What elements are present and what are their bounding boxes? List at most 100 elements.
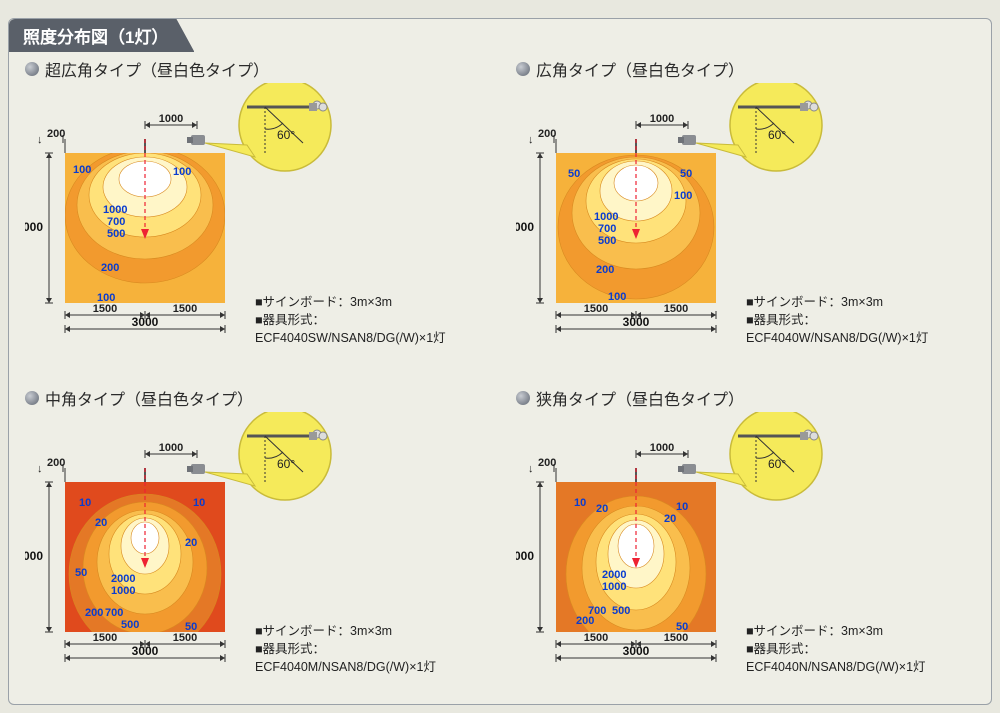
spec-box: ■サインボード：3m×3m ■器具形式： ECF4040W/NSAN8/DG(/… — [746, 293, 928, 347]
panels-grid: 超広角タイプ（昼白色タイプ） 60° ↓ 200 1000 3000 1500 1500 30… — [9, 47, 991, 704]
svg-text:700: 700 — [105, 607, 123, 619]
svg-text:500: 500 — [612, 605, 630, 617]
svg-text:200: 200 — [538, 128, 556, 140]
svg-text:2000: 2000 — [111, 573, 135, 585]
header-title: 照度分布図（1灯） — [23, 28, 168, 47]
svg-text:1500: 1500 — [93, 632, 117, 644]
svg-text:100: 100 — [608, 291, 626, 303]
svg-text:3000: 3000 — [25, 220, 43, 234]
svg-text:700: 700 — [107, 216, 125, 228]
panel-title: 広角タイプ（昼白色タイプ） — [536, 57, 744, 81]
svg-text:3000: 3000 — [132, 315, 159, 329]
bullet-icon — [516, 391, 530, 405]
spec-box: ■サインボード：3m×3m ■器具形式： ECF4040N/NSAN8/DG(/… — [746, 622, 926, 676]
panel-1: 広角タイプ（昼白色タイプ） 60° ↓ 200 1000 3000 1500 1500 300… — [500, 47, 991, 376]
spec-model: ECF4040W/NSAN8/DG(/W)×1灯 — [746, 329, 928, 347]
diagram-wrap: 60°↓200100030001500150030005050100100070… — [516, 83, 976, 363]
panel-title-row: 超広角タイプ（昼白色タイプ） — [25, 57, 484, 81]
svg-text:10: 10 — [676, 501, 688, 513]
svg-text:20: 20 — [596, 503, 608, 515]
panel-title: 中角タイプ（昼白色タイプ） — [45, 386, 253, 410]
svg-text:1500: 1500 — [173, 303, 197, 315]
svg-text:200: 200 — [596, 264, 614, 276]
spec-model: ECF4040SW/NSAN8/DG(/W)×1灯 — [255, 329, 446, 347]
diagram-wrap: 60°↓200100030001500150030001020102020001… — [516, 412, 976, 692]
spec-fixture-label: ■器具形式： — [746, 311, 928, 329]
svg-text:1000: 1000 — [111, 585, 135, 597]
svg-text:10: 10 — [574, 497, 586, 509]
svg-text:2000: 2000 — [602, 569, 626, 581]
svg-text:3000: 3000 — [623, 315, 650, 329]
svg-text:1500: 1500 — [664, 632, 688, 644]
diagram-wrap: 60°↓200100030001500150030001010202050200… — [25, 412, 485, 692]
panel-3: 狭角タイプ（昼白色タイプ） 60°↓2001000300015001500300… — [500, 376, 991, 705]
svg-text:500: 500 — [598, 235, 616, 247]
outer-frame: 照度分布図（1灯） 超広角タイプ（昼白色タイプ） 60° ↓ 200 1000 3000… — [8, 18, 992, 705]
svg-text:↓: ↓ — [37, 463, 43, 475]
svg-text:60°: 60° — [277, 128, 295, 142]
svg-text:1500: 1500 — [664, 303, 688, 315]
svg-text:500: 500 — [107, 228, 125, 240]
svg-text:1000: 1000 — [602, 581, 626, 593]
svg-text:100: 100 — [73, 164, 91, 176]
panel-title: 超広角タイプ（昼白色タイプ） — [45, 57, 269, 81]
svg-text:500: 500 — [121, 619, 139, 631]
bullet-icon — [25, 62, 39, 76]
spec-model: ECF4040N/NSAN8/DG(/W)×1灯 — [746, 658, 926, 676]
panel-2: 中角タイプ（昼白色タイプ） 60°↓2001000300015001500300… — [9, 376, 500, 705]
svg-text:1500: 1500 — [584, 303, 608, 315]
svg-text:1000: 1000 — [103, 204, 127, 216]
svg-text:1500: 1500 — [93, 303, 117, 315]
svg-text:200: 200 — [85, 607, 103, 619]
panel-title-row: 狭角タイプ（昼白色タイプ） — [516, 386, 975, 410]
bullet-icon — [516, 62, 530, 76]
svg-text:3000: 3000 — [516, 220, 534, 234]
diagram-wrap: 60°↓200100030001500150030001001001000700… — [25, 83, 485, 363]
svg-text:1000: 1000 — [594, 211, 618, 223]
svg-text:60°: 60° — [768, 128, 786, 142]
svg-text:1000: 1000 — [159, 113, 183, 125]
svg-text:10: 10 — [79, 497, 91, 509]
spec-fixture-label: ■器具形式： — [255, 311, 446, 329]
svg-text:60°: 60° — [768, 457, 786, 471]
spec-signboard: ■サインボード：3m×3m — [255, 622, 436, 640]
spec-signboard: ■サインボード：3m×3m — [746, 622, 926, 640]
spec-box: ■サインボード：3m×3m ■器具形式： ECF4040M/NSAN8/DG(/… — [255, 622, 436, 676]
svg-text:200: 200 — [47, 457, 65, 469]
spec-signboard: ■サインボード：3m×3m — [746, 293, 928, 311]
svg-text:1500: 1500 — [584, 632, 608, 644]
svg-text:50: 50 — [676, 621, 688, 633]
svg-text:200: 200 — [101, 262, 119, 274]
svg-text:700: 700 — [598, 223, 616, 235]
bullet-icon — [25, 391, 39, 405]
svg-text:20: 20 — [664, 513, 676, 525]
panel-title: 狭角タイプ（昼白色タイプ） — [536, 386, 744, 410]
svg-text:200: 200 — [538, 457, 556, 469]
panel-title-row: 広角タイプ（昼白色タイプ） — [516, 57, 975, 81]
panel-title-row: 中角タイプ（昼白色タイプ） — [25, 386, 484, 410]
svg-text:↓: ↓ — [528, 134, 534, 146]
svg-text:3000: 3000 — [516, 549, 534, 563]
svg-text:100: 100 — [674, 190, 692, 202]
spec-fixture-label: ■器具形式： — [255, 640, 436, 658]
svg-text:20: 20 — [95, 517, 107, 529]
spec-model: ECF4040M/NSAN8/DG(/W)×1灯 — [255, 658, 436, 676]
svg-text:1500: 1500 — [173, 632, 197, 644]
svg-text:200: 200 — [47, 128, 65, 140]
svg-text:1000: 1000 — [650, 113, 674, 125]
spec-fixture-label: ■器具形式： — [746, 640, 926, 658]
svg-text:20: 20 — [185, 537, 197, 549]
spec-signboard: ■サインボード：3m×3m — [255, 293, 446, 311]
svg-text:100: 100 — [97, 292, 115, 304]
svg-text:60°: 60° — [277, 457, 295, 471]
svg-text:50: 50 — [680, 168, 692, 180]
svg-text:50: 50 — [185, 621, 197, 633]
panel-0: 超広角タイプ（昼白色タイプ） 60° ↓ 200 1000 3000 1500 1500 30… — [9, 47, 500, 376]
svg-text:1000: 1000 — [159, 442, 183, 454]
svg-text:50: 50 — [75, 567, 87, 579]
header-tab: 照度分布図（1灯） — [9, 19, 194, 52]
svg-text:↓: ↓ — [37, 134, 43, 146]
spec-box: ■サインボード：3m×3m ■器具形式： ECF4040SW/NSAN8/DG(… — [255, 293, 446, 347]
svg-text:↓: ↓ — [528, 463, 534, 475]
svg-text:10: 10 — [193, 497, 205, 509]
